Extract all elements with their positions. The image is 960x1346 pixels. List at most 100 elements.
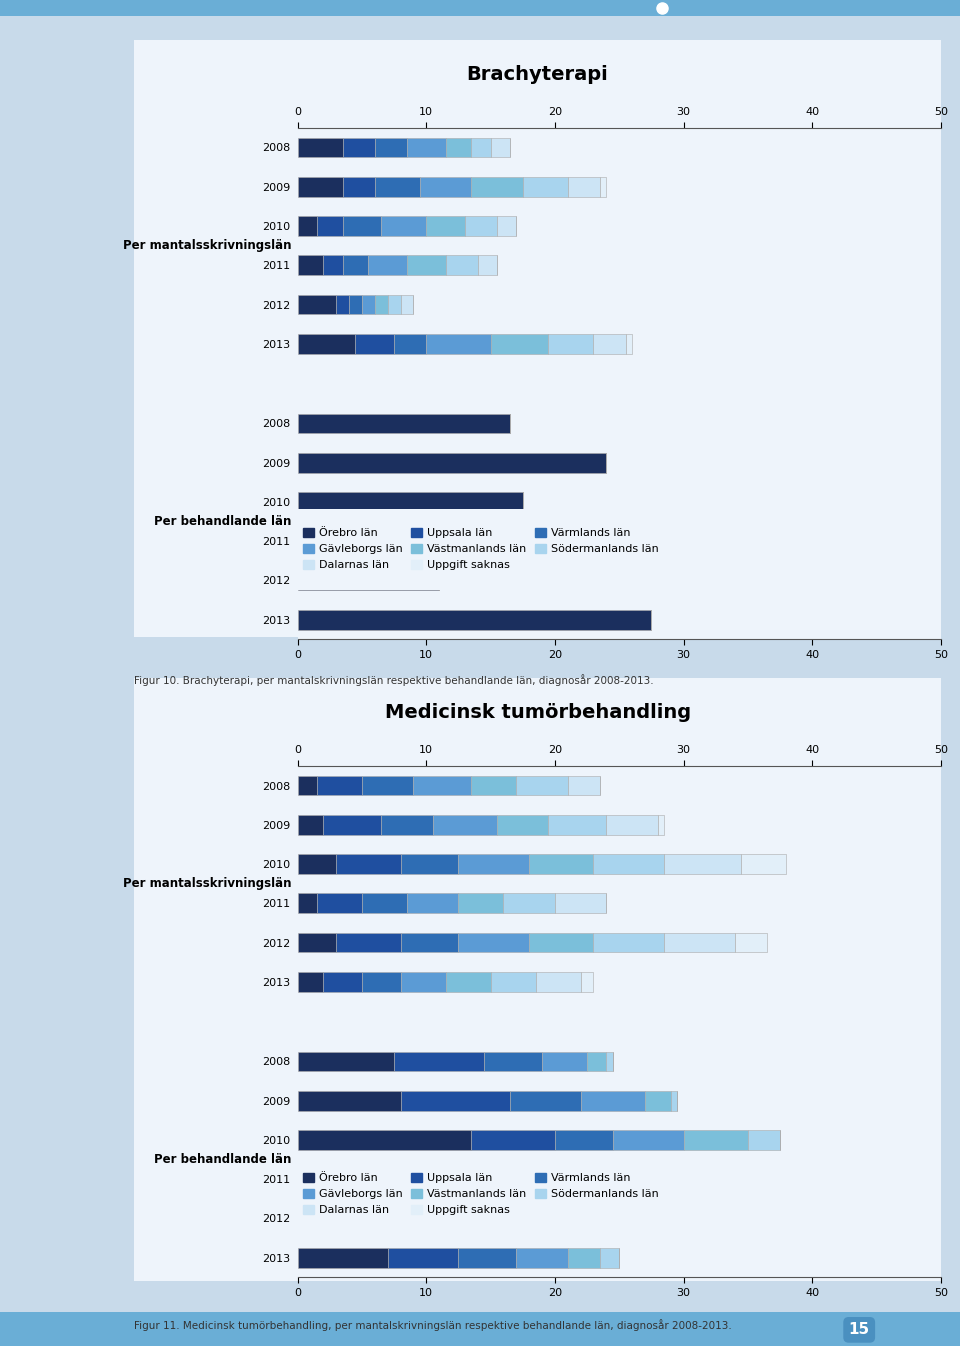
Bar xyxy=(735,933,767,953)
Bar xyxy=(362,775,414,795)
Bar xyxy=(298,1248,388,1268)
Bar xyxy=(459,855,529,874)
Bar xyxy=(426,334,491,354)
Text: Per behandlande län: Per behandlande län xyxy=(154,1154,291,1166)
Bar xyxy=(548,814,607,835)
Bar xyxy=(298,413,510,433)
Bar xyxy=(471,775,516,795)
Bar xyxy=(374,295,388,315)
Text: Per behandlande län: Per behandlande län xyxy=(154,516,291,528)
Bar xyxy=(298,972,324,992)
Text: Per mantalsskrivningslän: Per mantalsskrivningslän xyxy=(123,878,291,890)
Bar xyxy=(600,176,607,197)
Bar xyxy=(400,855,459,874)
Bar xyxy=(324,814,381,835)
Bar xyxy=(298,855,336,874)
Bar xyxy=(567,775,600,795)
Bar xyxy=(555,894,607,913)
Bar xyxy=(729,1209,760,1229)
Bar xyxy=(471,1170,516,1189)
Bar xyxy=(414,775,471,795)
Bar xyxy=(459,894,503,913)
Bar xyxy=(471,137,491,157)
Bar xyxy=(298,217,317,236)
Bar xyxy=(471,1131,555,1149)
Bar xyxy=(298,256,324,275)
Bar xyxy=(407,894,459,913)
Bar xyxy=(317,217,343,236)
Bar xyxy=(491,137,510,157)
Bar xyxy=(298,933,336,953)
Bar xyxy=(298,775,317,795)
Bar xyxy=(298,894,317,913)
Bar xyxy=(459,1248,516,1268)
Bar xyxy=(324,256,343,275)
Bar xyxy=(407,137,445,157)
Bar xyxy=(374,137,407,157)
Bar xyxy=(471,176,522,197)
Bar xyxy=(664,933,735,953)
Bar xyxy=(395,334,426,354)
Bar xyxy=(459,933,529,953)
Bar xyxy=(298,1209,426,1229)
Bar xyxy=(645,1090,671,1110)
Bar xyxy=(741,855,786,874)
Bar xyxy=(593,334,626,354)
Bar xyxy=(298,137,343,157)
Text: Figur 11. Medicinsk tumörbehandling, per mantalskrivningslän respektive behandla: Figur 11. Medicinsk tumörbehandling, per… xyxy=(134,1319,732,1331)
Bar xyxy=(317,775,362,795)
Bar xyxy=(343,256,369,275)
Bar xyxy=(336,855,400,874)
Bar xyxy=(664,855,741,874)
Bar xyxy=(400,295,414,315)
Bar xyxy=(607,1051,612,1071)
Text: 15: 15 xyxy=(849,1322,870,1338)
Legend: Örebro län, Gävleborgs län, Dalarnas län, Uppsala län, Västmanlands län, Uppgift: Örebro län, Gävleborgs län, Dalarnas län… xyxy=(303,528,659,571)
Bar xyxy=(420,176,471,197)
Bar xyxy=(298,1051,395,1071)
Bar xyxy=(298,176,343,197)
Bar xyxy=(343,217,381,236)
Bar xyxy=(426,1209,529,1229)
Bar xyxy=(478,256,497,275)
Bar xyxy=(343,137,374,157)
Bar xyxy=(395,1051,484,1071)
Bar xyxy=(581,972,593,992)
Bar xyxy=(510,1090,581,1110)
Bar xyxy=(374,176,420,197)
Bar xyxy=(445,256,478,275)
Bar xyxy=(491,334,548,354)
Bar xyxy=(400,933,459,953)
Text: Medicinsk tumörbehandling: Medicinsk tumörbehandling xyxy=(385,703,690,721)
Bar xyxy=(587,1170,593,1189)
Bar xyxy=(516,1248,567,1268)
Bar xyxy=(362,295,374,315)
Bar xyxy=(324,972,362,992)
Bar xyxy=(355,334,394,354)
Bar xyxy=(612,1131,684,1149)
Bar xyxy=(555,1131,612,1149)
Bar xyxy=(400,972,445,992)
Bar xyxy=(388,1248,459,1268)
Bar xyxy=(388,295,400,315)
Bar xyxy=(298,452,607,472)
Bar xyxy=(298,571,439,591)
Bar xyxy=(593,933,664,953)
Bar xyxy=(491,972,536,992)
Bar xyxy=(362,894,407,913)
Bar xyxy=(516,775,567,795)
Bar xyxy=(465,217,497,236)
Bar xyxy=(555,1170,587,1189)
Bar xyxy=(587,1051,607,1071)
Bar xyxy=(381,217,426,236)
Bar xyxy=(381,814,433,835)
Bar xyxy=(369,256,407,275)
Bar xyxy=(336,295,349,315)
Bar xyxy=(497,814,548,835)
Bar xyxy=(626,334,632,354)
Bar xyxy=(607,814,658,835)
Bar xyxy=(600,1248,619,1268)
Bar xyxy=(317,894,362,913)
Bar xyxy=(426,217,465,236)
Bar xyxy=(503,532,529,551)
